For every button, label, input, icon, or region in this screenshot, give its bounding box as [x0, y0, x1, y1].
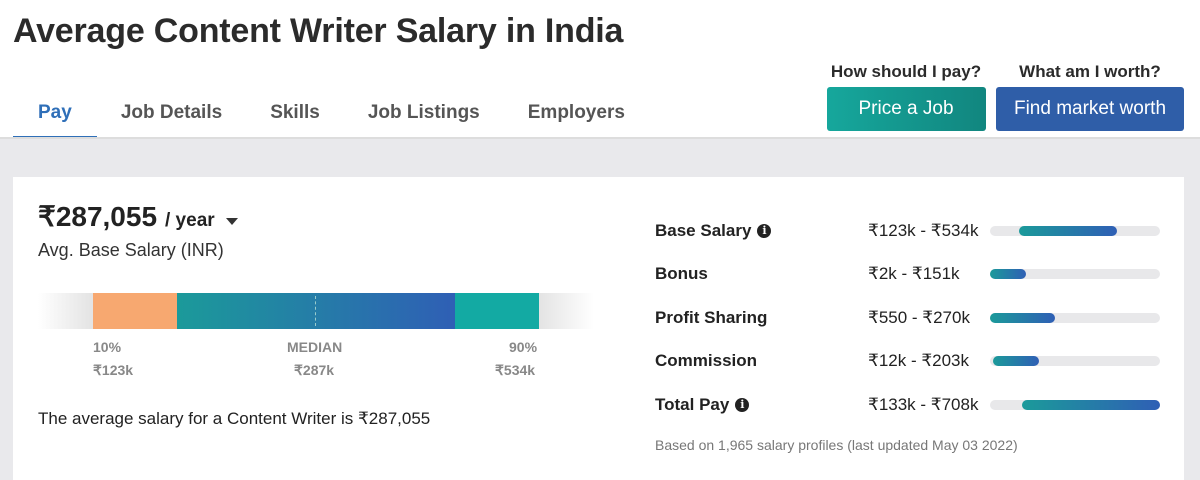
tab-skills[interactable]: Skills [270, 102, 320, 123]
tab-employers[interactable]: Employers [527, 102, 625, 123]
base-salary-bar [990, 226, 1160, 236]
range-segment-high [455, 293, 539, 329]
median-label: MEDIAN [287, 339, 343, 355]
percentile-10-label: 10% [93, 339, 122, 355]
profit-sharing-label: Profit Sharing [655, 308, 768, 327]
range-segment-low [93, 293, 177, 329]
salary-profiles-footnote: Based on 1,965 salary profiles (last upd… [655, 437, 1018, 453]
profit-sharing-range: ₹550 - ₹270k [868, 308, 970, 327]
average-salary-amount: ₹287,055 [38, 201, 158, 232]
bonus-range: ₹2k - ₹151k [868, 264, 960, 283]
tab-bar: Pay Job Details Skills Job Listings Empl… [13, 92, 649, 139]
profit-sharing-bar-fill [990, 313, 1055, 323]
percentile-90-value: ₹534k [495, 362, 536, 378]
percentile-10-value: ₹123k [93, 362, 134, 378]
bonus-label: Bonus [655, 264, 708, 283]
price-job-cta: How should I pay? Price a Job [826, 62, 986, 131]
range-segment-mid [177, 293, 455, 329]
commission-range: ₹12k - ₹203k [868, 351, 970, 370]
info-icon[interactable]: i [757, 224, 772, 238]
bonus-bar [990, 269, 1160, 279]
profit-sharing-bar [990, 313, 1160, 323]
find-market-worth-button[interactable]: Find market worth [996, 87, 1184, 131]
commission-bar [990, 356, 1160, 366]
tab-pay[interactable]: Pay [13, 92, 97, 139]
total-pay-bar-fill [1022, 400, 1160, 410]
tab-job-listings[interactable]: Job Listings [367, 102, 480, 123]
base-salary-label: Base Salary i [655, 221, 772, 241]
percentile-90-label: 90% [509, 339, 538, 355]
page-title: Average Content Writer Salary in India [13, 12, 624, 50]
median-value: ₹287k [294, 362, 335, 378]
info-icon[interactable]: i [735, 398, 750, 412]
total-pay-label: Total Pay i [655, 395, 750, 415]
total-pay-range: ₹133k - ₹708k [868, 395, 979, 414]
commission-label: Commission [655, 351, 758, 370]
bonus-bar-fill [990, 269, 1026, 279]
price-a-job-button[interactable]: Price a Job [826, 87, 986, 131]
total-pay-bar [990, 400, 1160, 410]
tab-job-details[interactable]: Job Details [120, 102, 223, 123]
market-worth-cta: What am I worth? Find market worth [996, 62, 1184, 131]
period-dropdown-chevron-down-icon[interactable] [226, 218, 238, 225]
average-salary-label: Avg. Base Salary (INR) [38, 240, 224, 260]
market-worth-question: What am I worth? [1019, 62, 1161, 81]
median-marker [315, 296, 316, 326]
base-salary-bar-fill [1018, 226, 1118, 236]
base-salary-range: ₹123k - ₹534k [868, 221, 979, 240]
average-salary-statement: The average salary for a Content Writer … [38, 409, 431, 428]
price-job-question: How should I pay? [830, 62, 982, 81]
salary-period[interactable]: / year [165, 210, 215, 231]
tab-divider [0, 137, 1200, 139]
commission-bar-fill [993, 356, 1040, 366]
